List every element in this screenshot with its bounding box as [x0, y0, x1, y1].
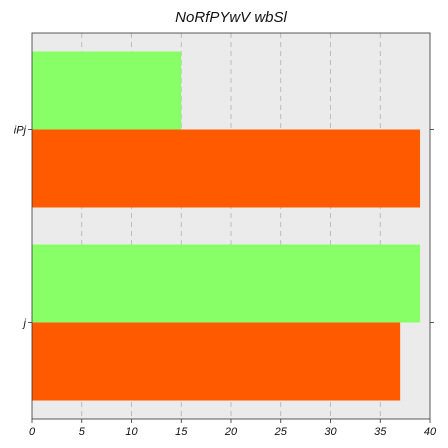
chart-title: NoRfPYwV wbSl — [175, 9, 287, 26]
x-tick-label: 35 — [374, 426, 387, 438]
x-tick-label: 40 — [424, 426, 437, 438]
x-tick-label: 5 — [79, 426, 86, 438]
bar-j-series-1 — [32, 322, 401, 401]
bars — [32, 51, 421, 401]
x-tick-label: 15 — [175, 426, 188, 438]
bar-iPj-series-1 — [32, 129, 421, 208]
x-tick-label: 20 — [224, 426, 238, 438]
y-tick-label: j — [22, 318, 27, 330]
y-tick-label: iPj — [14, 125, 27, 137]
x-tick-label: 10 — [125, 426, 138, 438]
bar-j-series-2 — [32, 244, 421, 323]
x-axis: 0 5 10 15 20 25 30 35 40 — [29, 419, 437, 438]
x-tick-label: 25 — [274, 426, 288, 438]
x-tick-label: 0 — [29, 426, 36, 438]
x-tick-label: 30 — [324, 426, 337, 438]
y-axis: iPj j — [14, 125, 434, 330]
bar-iPj-series-2 — [32, 51, 182, 130]
